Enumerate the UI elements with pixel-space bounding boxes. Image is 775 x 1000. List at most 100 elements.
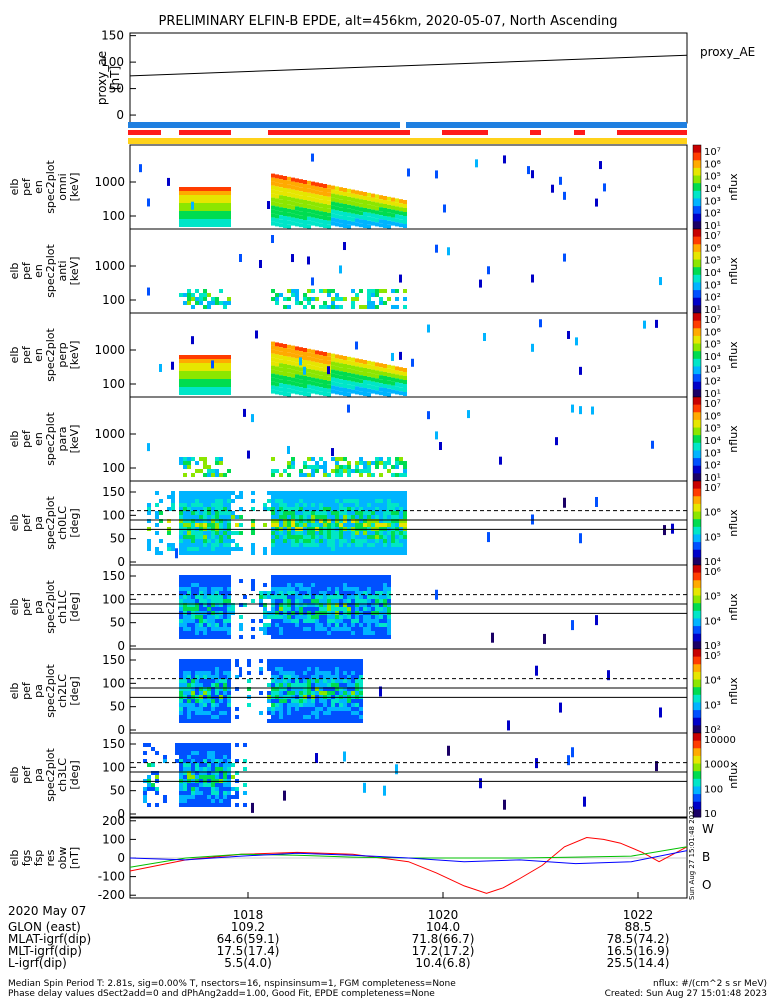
flux-cell <box>227 503 231 507</box>
flux-cell <box>171 503 175 507</box>
flux-cell <box>383 204 387 208</box>
flux-cell <box>207 775 211 779</box>
flux-cell <box>271 297 275 301</box>
spectrogram-panel-pef_pa_ch2: elb pef pa spec2plot ch2LC [deg]15010050010⁵1… <box>8 648 740 737</box>
flux-cell <box>191 507 195 511</box>
flux-cell <box>271 511 275 515</box>
flux-cell <box>359 719 363 723</box>
flux-cell <box>255 330 258 339</box>
flux-cell <box>187 787 191 791</box>
flux-cell <box>327 372 331 377</box>
flux-cell <box>551 184 554 193</box>
flux-cell <box>327 707 331 711</box>
flux-cell <box>199 707 203 711</box>
flux-cell <box>271 715 275 719</box>
flux-cell <box>347 200 351 205</box>
flux-cell <box>291 389 295 394</box>
flux-cell <box>223 511 227 515</box>
flux-cell <box>287 523 291 527</box>
flux-cell <box>371 305 375 309</box>
flux-cell <box>215 783 219 787</box>
flux-cell <box>183 631 187 635</box>
flux-cell <box>327 388 331 393</box>
flux-cell <box>315 519 319 523</box>
flux-cell <box>331 579 335 583</box>
flux-cell <box>279 659 283 663</box>
flux-cell <box>331 511 335 515</box>
flux-cell <box>379 531 383 535</box>
flux-cell <box>299 215 303 220</box>
flux-cell <box>363 782 366 793</box>
flux-cell <box>203 539 207 543</box>
flux-cell <box>207 699 211 703</box>
flux-cell <box>279 179 283 184</box>
flux-cell <box>215 223 219 227</box>
flux-cell <box>351 377 355 382</box>
flux-cell <box>291 461 295 465</box>
flux-cell <box>339 623 343 627</box>
flux-cell <box>179 659 183 663</box>
flux-cell <box>279 691 283 695</box>
flux-cell <box>399 473 403 477</box>
flux-cell <box>183 699 187 703</box>
flux-cell <box>267 719 271 723</box>
flux-cell <box>211 763 215 767</box>
flux-cell <box>363 575 367 579</box>
flux-cell <box>203 391 207 395</box>
flux-cell <box>239 547 243 551</box>
flux-cell <box>571 747 574 758</box>
flux-cell <box>183 367 187 371</box>
flux-cell <box>355 535 359 539</box>
flux-cell <box>155 531 159 535</box>
flux-cell <box>315 675 319 679</box>
flux-cell <box>287 603 291 607</box>
flux-cell <box>311 719 315 723</box>
flux-cell <box>371 373 375 378</box>
flux-cell <box>295 659 299 663</box>
time-tick: 1022 <box>623 908 654 922</box>
flux-cell <box>227 383 231 387</box>
flux-cell <box>223 627 227 631</box>
flux-cell <box>167 177 170 186</box>
flux-cell <box>187 683 191 687</box>
flux-cell <box>375 374 379 379</box>
flux-cell <box>331 607 335 611</box>
flux-cell <box>375 305 379 309</box>
flux-cell <box>315 619 319 623</box>
flux-cell <box>327 392 331 397</box>
flux-cell <box>579 533 582 544</box>
flux-cell <box>279 359 283 364</box>
flux-cell <box>195 199 199 203</box>
flux-cell <box>179 675 183 679</box>
flux-cell <box>283 216 287 220</box>
flux-cell <box>211 223 215 227</box>
flux-cell <box>179 383 183 387</box>
flux-cell <box>655 761 658 772</box>
flux-cell <box>327 380 331 385</box>
flux-cell <box>367 491 371 495</box>
flux-cell <box>327 499 331 503</box>
flux-cell <box>339 265 342 274</box>
flux-cell <box>383 515 387 519</box>
flux-cell <box>311 627 315 631</box>
flux-cell <box>319 635 323 639</box>
flux-cell <box>223 547 227 551</box>
flux-cell <box>199 469 203 473</box>
flux-cell <box>187 543 191 547</box>
flux-cell <box>435 244 438 253</box>
flux-cell <box>575 337 578 346</box>
flux-cell <box>203 371 207 375</box>
flux-cell <box>331 189 335 194</box>
flux-cell <box>247 663 251 667</box>
flux-cell <box>271 707 275 711</box>
flux-cell <box>387 372 391 377</box>
flux-cell <box>211 195 215 199</box>
flux-cell <box>271 193 275 198</box>
flux-cell <box>367 551 371 555</box>
flux-cell <box>323 715 327 719</box>
flux-cell <box>379 203 383 208</box>
flux-cell <box>287 364 291 369</box>
flux-cell <box>187 595 191 599</box>
flux-cell <box>367 216 371 221</box>
flux-cell <box>287 216 291 221</box>
